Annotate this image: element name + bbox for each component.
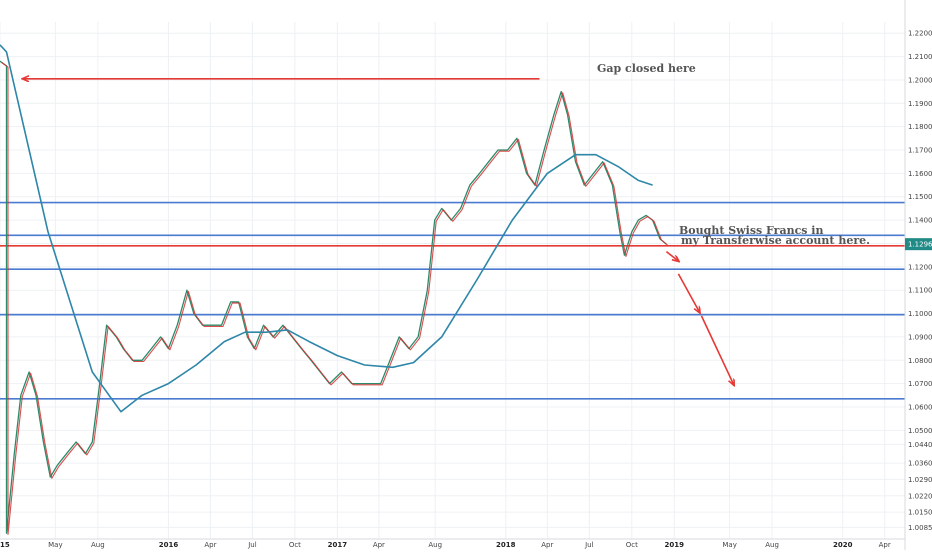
x-tick-label: 2015 [0, 541, 10, 549]
x-tick-label: Apr [204, 541, 216, 549]
projection-arrow [665, 251, 678, 261]
series [0, 44, 669, 535]
y-tick-label: 1.16000 [908, 170, 932, 178]
y-tick-label: 1.11000 [908, 287, 932, 295]
annotation-swiss-line1: Bought Swiss Francs in [679, 224, 823, 237]
x-tick-label: Apr [373, 541, 385, 549]
projection-arrow [677, 273, 699, 313]
x-tick-label: May [48, 541, 62, 549]
y-tick-label: 1.19000 [908, 100, 932, 108]
x-tick-label: 2020 [833, 541, 853, 549]
y-tick-label: 1.14000 [908, 217, 932, 225]
y-tick-label: 1.00850 [908, 524, 932, 532]
moving-average-line [0, 44, 653, 413]
y-tick-label: 1.20000 [908, 76, 932, 84]
x-tick-label: Jul [247, 541, 257, 549]
y-tick-label: 1.02900 [908, 476, 932, 484]
x-tick-label: 2017 [328, 541, 348, 549]
y-tick-label: 1.02200 [908, 492, 932, 500]
y-tick-label: 1.15000 [908, 193, 932, 201]
y-tick-label: 1.17000 [908, 147, 932, 155]
x-tick-label: 2018 [496, 541, 516, 549]
horizontal-levels [0, 79, 905, 400]
x-tick-label: Apr [879, 541, 891, 549]
x-tick-label: Aug [428, 541, 442, 549]
projection-arrows [665, 251, 733, 385]
y-tick-label: 1.08000 [908, 357, 932, 365]
x-tick-label: May [722, 541, 736, 549]
last-price-label: 1.12969 [908, 241, 932, 249]
y-tick-label: 1.09000 [908, 333, 932, 341]
x-tick-label: 2019 [665, 541, 685, 549]
x-tick-label: Aug [765, 541, 779, 549]
y-tick-label: 1.21000 [908, 53, 932, 61]
price-overlay-line [1, 61, 669, 535]
x-tick-label: Aug [91, 541, 105, 549]
projection-arrow [700, 315, 733, 385]
y-tick-label: 1.05000 [908, 427, 932, 435]
y-tick-label: 1.07000 [908, 380, 932, 388]
y-tick-label: 1.22000 [908, 30, 932, 38]
x-tick-label: Oct [626, 541, 638, 549]
y-tick-label: 1.03600 [908, 460, 932, 468]
annotation-swiss-line2: my Transferwise account here. [681, 234, 870, 247]
y-tick-label: 1.12000 [908, 263, 932, 271]
y-tick-label: 1.10000 [908, 310, 932, 318]
x-tick-label: Oct [289, 541, 301, 549]
last-price-badge [905, 238, 932, 251]
y-tick-label: 1.18000 [908, 123, 932, 131]
x-tick-label: Apr [541, 541, 553, 549]
grid [0, 22, 905, 539]
y-tick-label: 1.04400 [908, 441, 932, 449]
annotations: Gap closed here Bought Swiss Francs in m… [597, 62, 870, 247]
y-tick-label: 1.01500 [908, 509, 932, 517]
x-tick-label: Jul [584, 541, 594, 549]
annotation-gap-closed: Gap closed here [597, 62, 696, 75]
y-tick-label: 1.06000 [908, 404, 932, 412]
x-tick-label: 2016 [159, 541, 179, 549]
